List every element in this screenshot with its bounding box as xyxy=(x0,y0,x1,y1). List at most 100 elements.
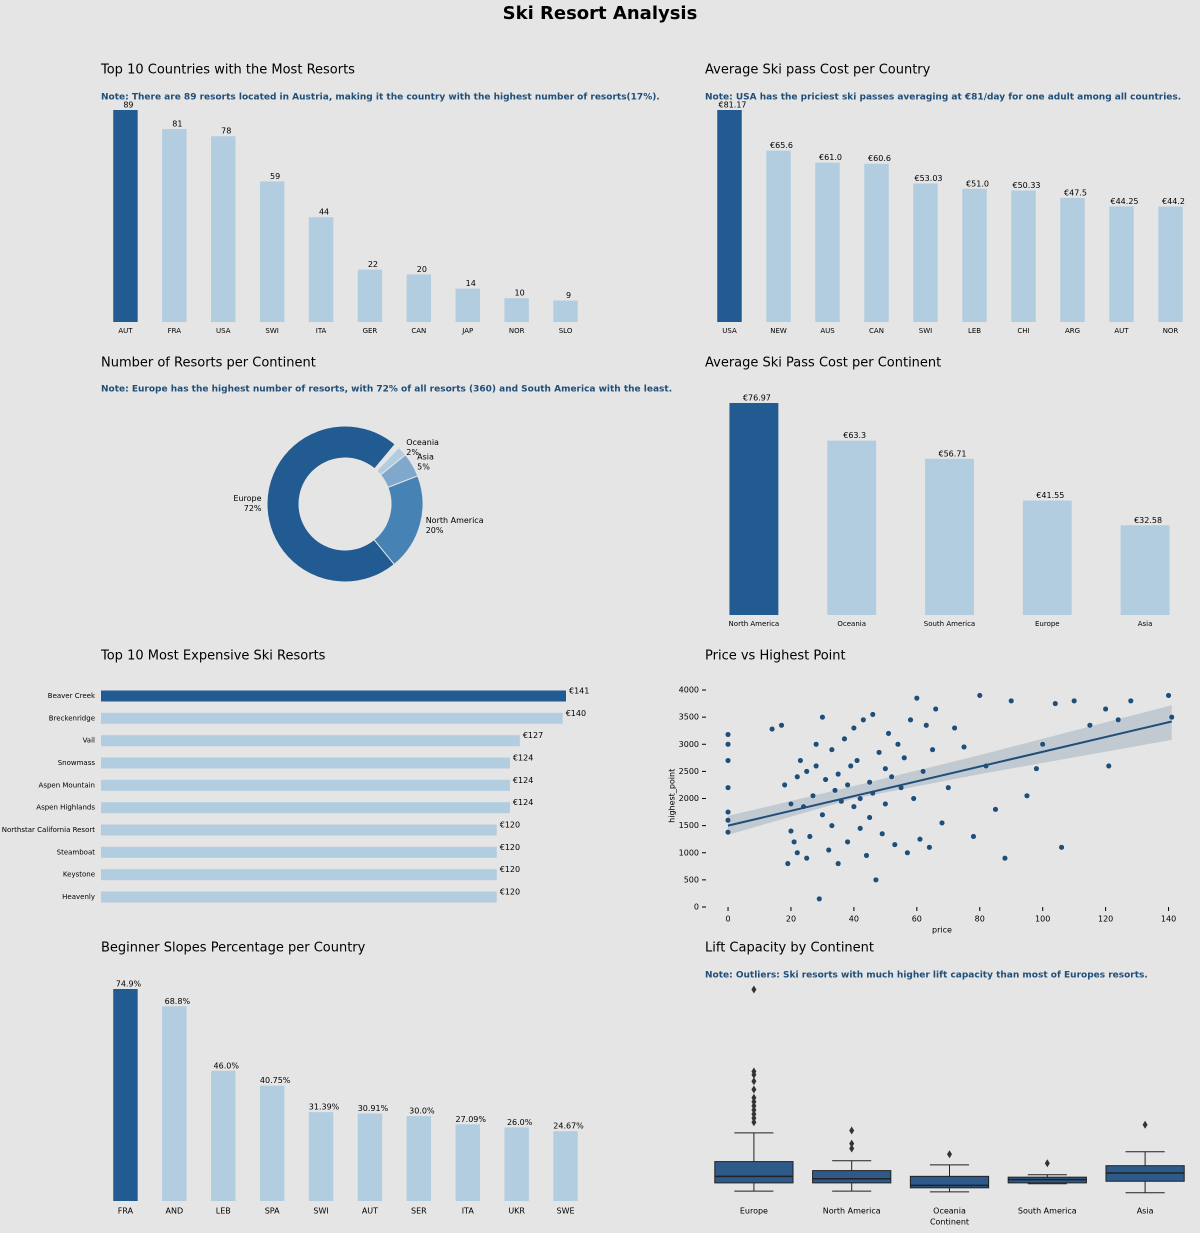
point xyxy=(888,773,895,780)
point xyxy=(857,795,864,802)
point xyxy=(1039,741,1046,748)
y-tick-label: Steamboat xyxy=(57,848,96,856)
bar xyxy=(504,1127,529,1201)
x-tick-label: South America xyxy=(1018,1207,1077,1216)
point xyxy=(916,836,923,843)
bar xyxy=(455,288,480,322)
bar xyxy=(113,110,138,322)
y-tick-label: 3000 xyxy=(679,740,699,749)
bar xyxy=(504,298,529,322)
value-label: €51.0 xyxy=(966,179,989,188)
point xyxy=(850,803,857,810)
point xyxy=(882,800,889,807)
x-tick-label: LEB xyxy=(968,327,981,335)
y-tick-label: Vail xyxy=(83,737,95,745)
bar xyxy=(1022,500,1072,615)
point xyxy=(1168,714,1175,721)
point xyxy=(869,711,876,718)
x-tick-label: SWI xyxy=(265,327,278,335)
value-label: €41.55 xyxy=(1036,491,1064,500)
point xyxy=(1052,700,1059,707)
point xyxy=(866,779,873,786)
y-tick-label: 2500 xyxy=(679,767,699,776)
y-tick-label: Beaver Creek xyxy=(48,692,96,700)
bar xyxy=(827,440,877,615)
bar xyxy=(717,110,742,322)
point xyxy=(828,746,835,753)
box xyxy=(714,1161,794,1184)
slice-label: North America xyxy=(426,516,484,525)
x-tick-label: Asia xyxy=(1137,1207,1154,1216)
chart-note: Note: There are 89 resorts located in Au… xyxy=(101,93,660,103)
chart-note: Note: USA has the priciest ski passes av… xyxy=(705,93,1181,103)
x-tick-label: Oceania xyxy=(933,1207,966,1216)
value-label: 30.0% xyxy=(409,1107,435,1116)
point xyxy=(725,757,732,764)
chart-title: Top 10 Most Expensive Ski Resorts xyxy=(100,649,326,664)
x-tick-label: AUT xyxy=(1114,327,1129,335)
x-tick-label: ITA xyxy=(462,1207,475,1216)
outlier xyxy=(849,1144,855,1153)
x-tick-label: NEW xyxy=(770,327,787,335)
point xyxy=(844,781,851,788)
point xyxy=(1033,765,1040,772)
outlier xyxy=(751,1077,757,1086)
bar xyxy=(962,188,987,322)
outlier xyxy=(751,1085,757,1094)
point xyxy=(1058,844,1065,851)
x-tick-label: GER xyxy=(363,327,378,335)
x-tick-label: AUT xyxy=(362,1207,378,1216)
value-label: 68.8% xyxy=(165,997,191,1006)
point xyxy=(835,860,842,867)
bar xyxy=(553,1131,578,1201)
bar xyxy=(101,757,510,769)
value-label: 89 xyxy=(123,101,133,110)
point xyxy=(850,724,857,731)
value-label: €76.97 xyxy=(743,394,771,403)
value-label: 81 xyxy=(172,120,182,129)
outlier xyxy=(1044,1159,1050,1168)
x-tick-label: FRA xyxy=(168,327,182,335)
point xyxy=(1008,697,1015,704)
x-tick-label: JAP xyxy=(461,327,473,335)
chart-title: Number of Resorts per Continent xyxy=(101,356,316,371)
point xyxy=(813,741,820,748)
x-tick-label: NOR xyxy=(1163,327,1179,335)
point xyxy=(894,741,901,748)
trend-line xyxy=(727,720,1172,827)
value-label: 59 xyxy=(270,172,280,181)
bar xyxy=(162,1006,187,1201)
value-label: 22 xyxy=(368,260,378,269)
point xyxy=(860,716,867,723)
point xyxy=(970,833,977,840)
x-tick-label: Europe xyxy=(1035,620,1060,628)
point xyxy=(841,735,848,742)
value-label: €50.33 xyxy=(1013,181,1041,190)
point xyxy=(885,730,892,737)
bar xyxy=(259,1085,285,1201)
bar xyxy=(101,869,497,881)
point xyxy=(791,838,798,845)
value-label: €120 xyxy=(500,821,520,830)
x-tick-label: ARG xyxy=(1065,327,1080,335)
outlier xyxy=(751,1093,757,1102)
point xyxy=(904,849,911,856)
point xyxy=(803,768,810,775)
point xyxy=(725,784,732,791)
bar xyxy=(101,779,510,791)
point xyxy=(809,792,816,799)
x-tick-label: FRA xyxy=(118,1207,134,1216)
outlier xyxy=(849,1139,855,1148)
y-tick-label: 1500 xyxy=(679,821,699,830)
bar xyxy=(815,162,840,322)
x-tick-label: ITA xyxy=(316,327,327,335)
x-axis-label: Continent xyxy=(930,1218,969,1227)
value-label: 74.9% xyxy=(116,980,142,989)
x-tick-label: CHI xyxy=(1017,327,1029,335)
chart-title: Top 10 Countries with the Most Resorts xyxy=(100,63,355,78)
chart-title: Average Ski pass Cost per Country xyxy=(705,63,931,78)
y-tick-label: Aspen Highlands xyxy=(36,804,95,812)
x-tick-label: SPA xyxy=(265,1207,280,1216)
pie-slice xyxy=(376,446,407,476)
